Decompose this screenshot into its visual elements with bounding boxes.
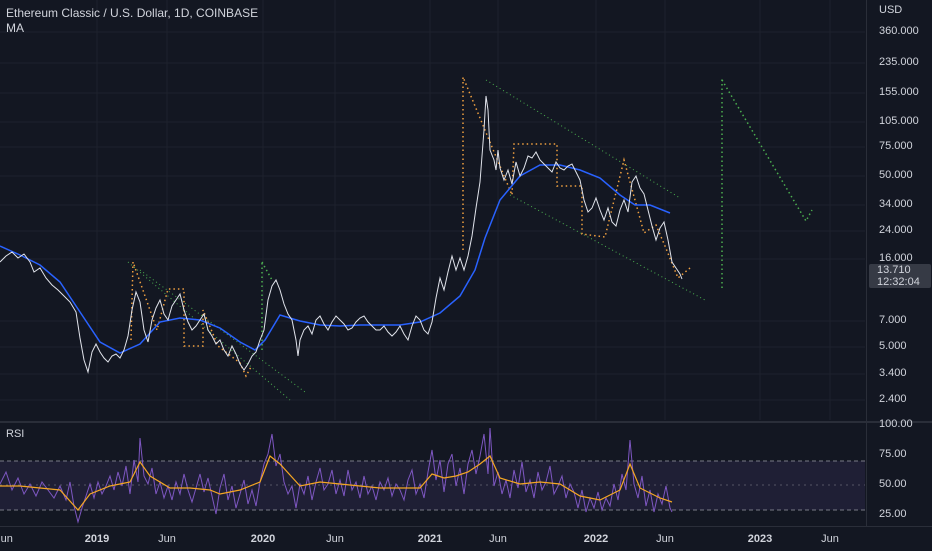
price-tick: 34.000 (879, 198, 913, 210)
rsi-ma-line (0, 455, 673, 511)
rsi-tick: 100.00 (879, 418, 913, 430)
price-tick: 155.000 (879, 86, 919, 98)
projection-lines (261, 78, 813, 350)
price-tick: 360.000 (879, 25, 919, 37)
rsi-pane[interactable]: RSI (0, 424, 865, 526)
ma-legend[interactable]: MA (6, 21, 24, 35)
time-axis[interactable]: Jun 2019 Jun 2020 Jun 2021 Jun 2022 Jun … (0, 526, 932, 551)
time-tick: Jun (0, 533, 13, 545)
price-chart[interactable]: Ethereum Classic / U.S. Dollar, 1D, COIN… (0, 0, 865, 420)
price-tick: 105.000 (879, 115, 919, 127)
price-tick: 7.000 (879, 314, 907, 326)
pane-separator[interactable] (0, 421, 932, 423)
rsi-tick: 50.00 (879, 478, 907, 490)
rsi-legend[interactable]: RSI (6, 428, 25, 440)
time-tick: Jun (821, 533, 839, 545)
rsi-tick: 75.00 (879, 448, 907, 460)
price-tick: 50.000 (879, 169, 913, 181)
grid-lines (0, 0, 865, 420)
chart-title: Ethereum Classic / U.S. Dollar, 1D, COIN… (6, 6, 259, 20)
price-chart-canvas (0, 0, 865, 420)
time-tick: 2022 (583, 533, 609, 545)
price-tick: 24.000 (879, 224, 913, 236)
price-series (0, 95, 683, 374)
rsi-line (0, 427, 673, 524)
current-price: 13.710 (877, 264, 911, 276)
price-tick: 3.400 (879, 367, 907, 379)
price-tick: 75.000 (879, 140, 913, 152)
ma-line (0, 164, 671, 354)
time-tick: Jun (656, 533, 674, 545)
rsi-tick: 25.00 (879, 508, 907, 520)
price-tick: 16.000 (879, 252, 913, 264)
currency-label: USD (879, 4, 903, 16)
time-tick: Jun (326, 533, 344, 545)
rsi-canvas (0, 427, 865, 524)
price-axis[interactable]: USD 360.000 235.000 155.000 105.000 75.0… (866, 0, 932, 526)
time-tick: 2020 (250, 533, 276, 545)
time-tick: Jun (158, 533, 176, 545)
time-tick: Jun (489, 533, 507, 545)
time-tick: 2019 (84, 533, 110, 545)
price-tick: 5.000 (879, 340, 907, 352)
price-tick: 2.400 (879, 393, 907, 405)
time-tick: 2023 (747, 533, 773, 545)
harmonic-patterns (130, 76, 691, 378)
time-tick: 2021 (417, 533, 443, 545)
price-tick: 235.000 (879, 56, 919, 68)
current-price-badge: 13.710 12:32:04 (869, 264, 931, 288)
trend-channels (127, 79, 706, 401)
bar-countdown: 12:32:04 (877, 276, 920, 288)
